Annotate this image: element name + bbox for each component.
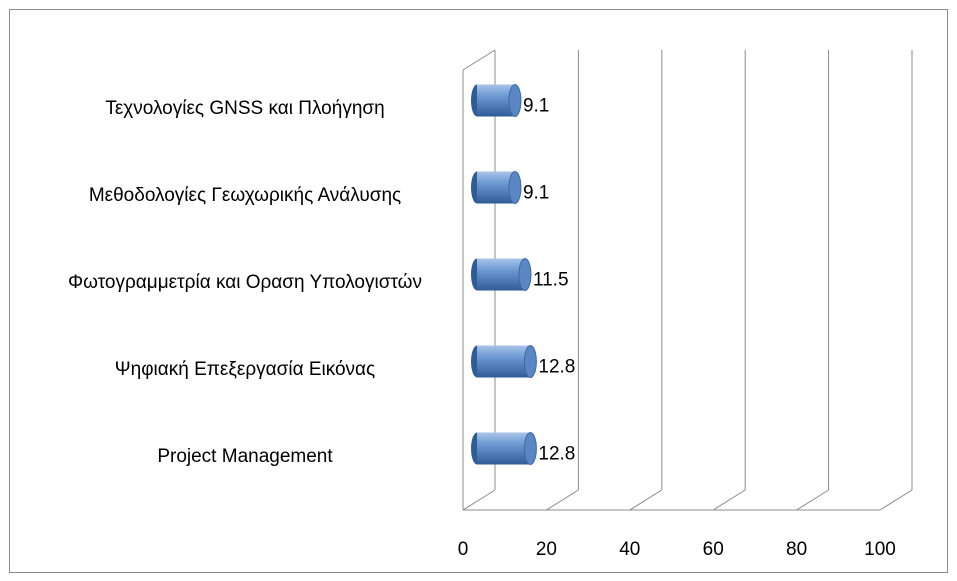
bar-body <box>477 258 525 291</box>
bar-body <box>477 345 531 378</box>
category-label: Project Management <box>157 445 333 467</box>
bar <box>471 432 537 465</box>
side-wall-edge <box>462 49 496 71</box>
bar <box>471 345 537 378</box>
value-label: 12.8 <box>538 357 575 378</box>
x-tick-label: 60 <box>703 539 724 560</box>
bar-end <box>523 432 537 465</box>
value-label: 11.5 <box>533 270 569 291</box>
grid-floor-line <box>546 489 579 511</box>
x-tick-label: 0 <box>458 539 469 560</box>
x-tick-label: 80 <box>786 539 807 560</box>
bar-end <box>518 258 532 291</box>
bar-end <box>523 345 537 378</box>
bar <box>471 258 532 291</box>
bar-end <box>508 171 522 204</box>
bar-body <box>477 432 531 465</box>
value-label: 9.1 <box>523 96 549 117</box>
grid-floor-line <box>462 489 496 511</box>
bar <box>471 171 522 204</box>
bar <box>471 84 522 117</box>
x-tick-label: 20 <box>536 539 557 560</box>
bar-end <box>508 84 522 117</box>
grid-floor-line <box>629 489 663 511</box>
category-label: Μεθοδολογίες Γεωχωρικής Ανάλυσης <box>88 184 402 206</box>
x-tick-label: 40 <box>619 539 640 560</box>
x-tick-label: 100 <box>864 539 896 560</box>
grid-floor-line <box>712 489 746 511</box>
category-label: Τεχνολογίες GNSS και Πλοήγηση <box>105 97 385 119</box>
category-label: Φωτογραμμετρία και Οραση Υπολογιστών <box>67 271 423 293</box>
value-label: 9.1 <box>523 183 549 204</box>
value-label: 12.8 <box>538 444 575 465</box>
grid-floor-line <box>879 489 913 511</box>
category-label: Ψηφιακή Επεξεργασία Εικόνας <box>114 358 376 380</box>
grid-floor-line <box>796 489 829 511</box>
